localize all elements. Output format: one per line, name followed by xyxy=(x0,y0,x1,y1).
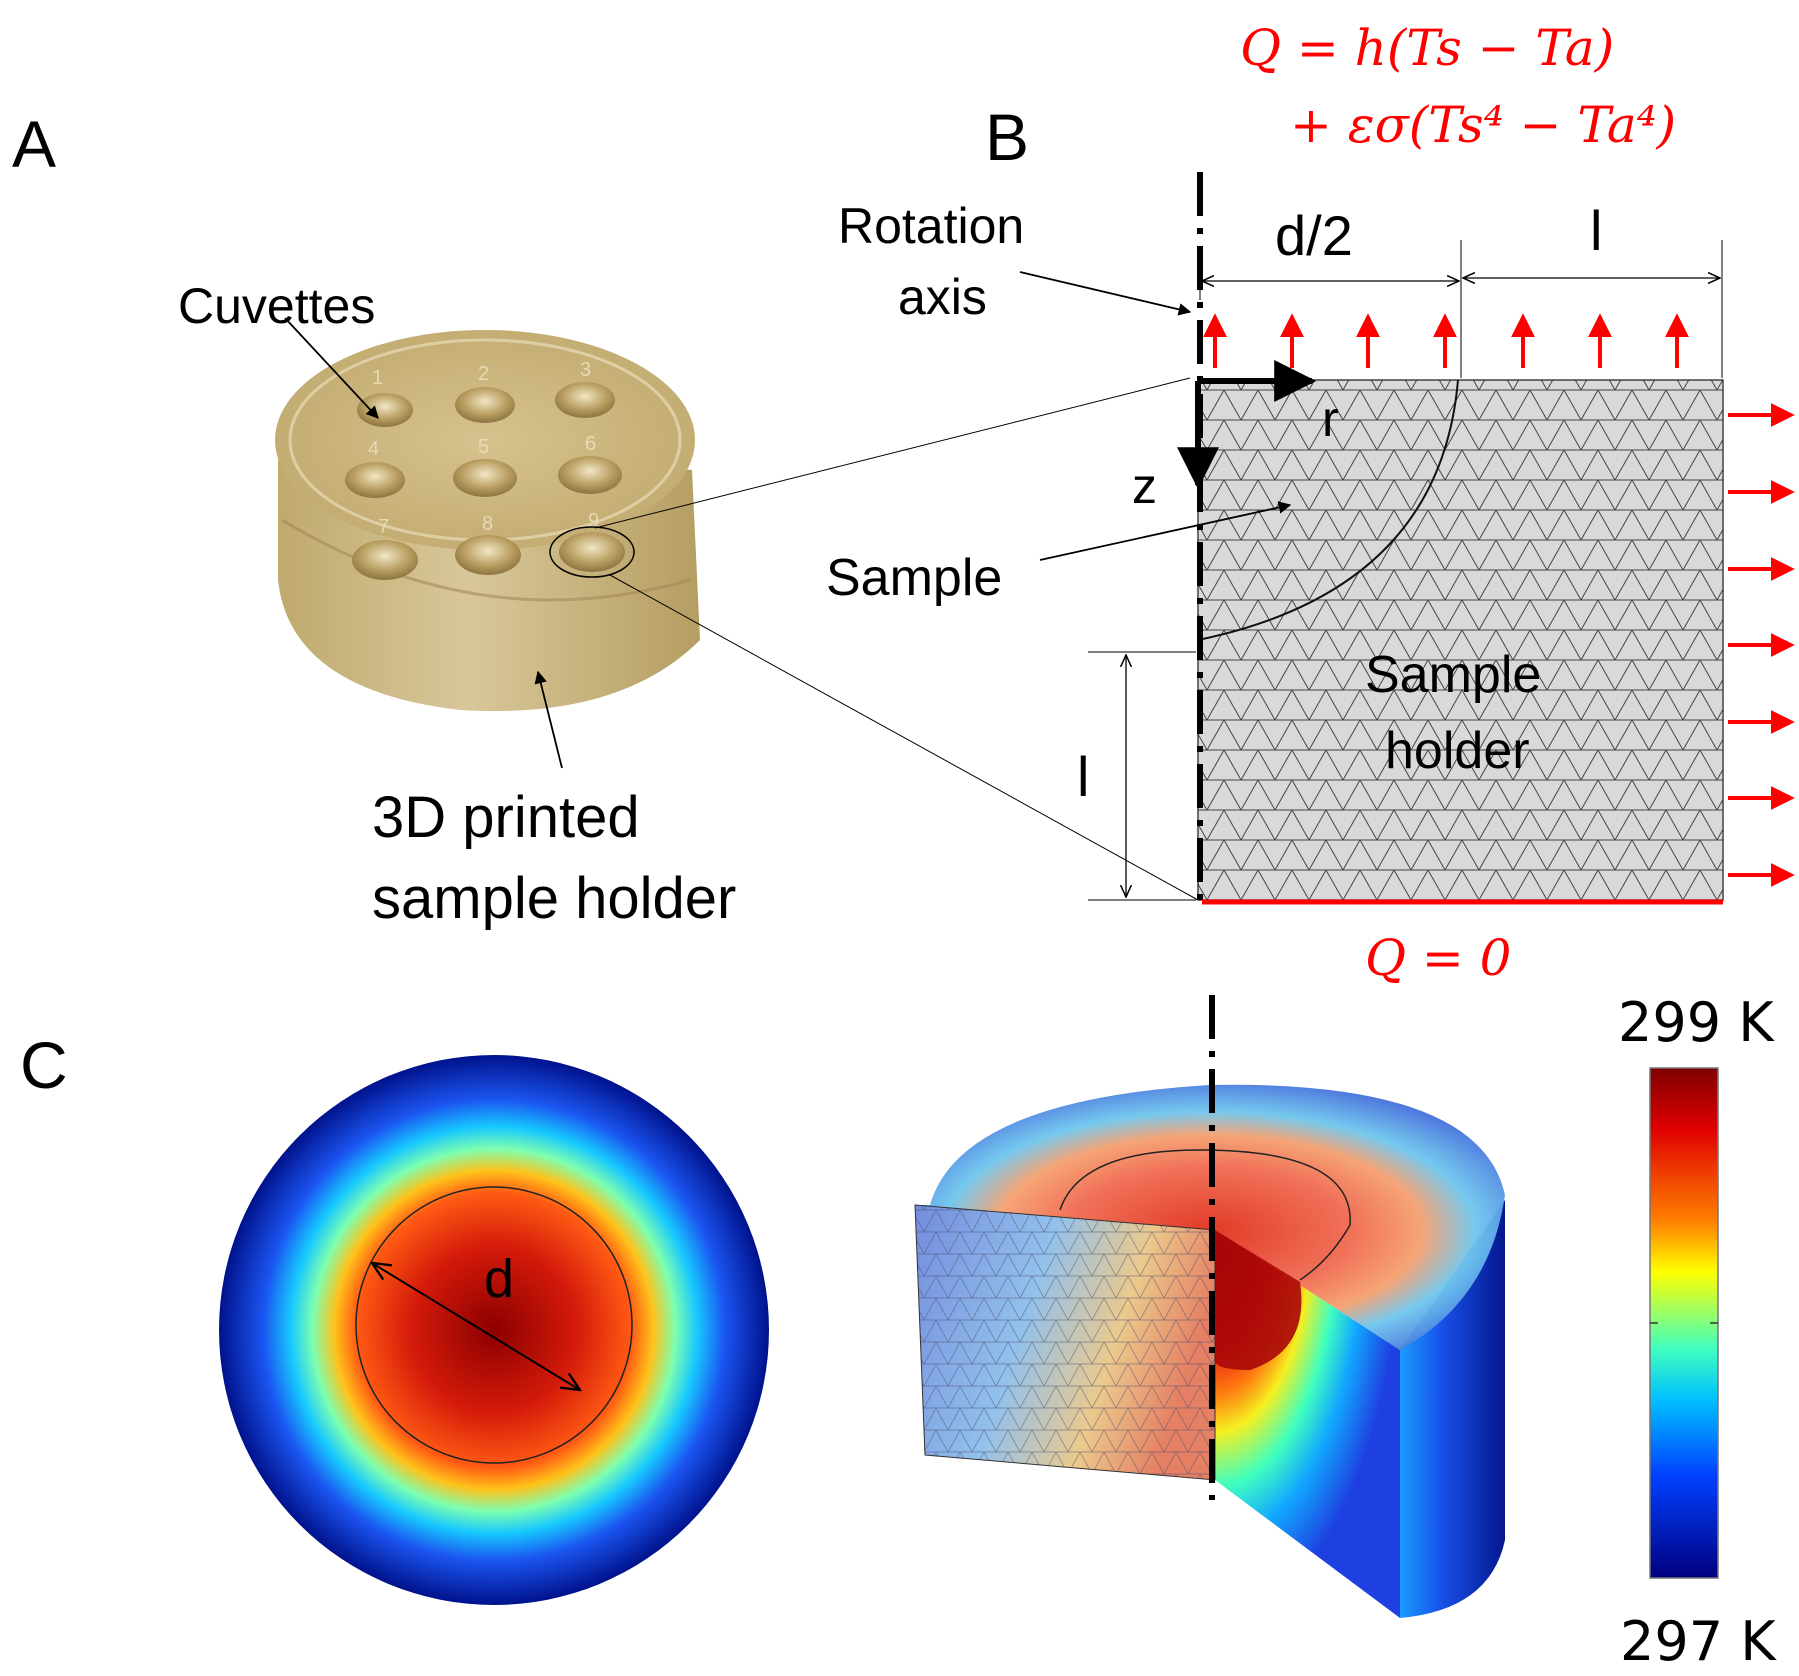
colorbar-min-label: 297 K xyxy=(1620,1610,1777,1673)
svg-text:7: 7 xyxy=(378,516,389,538)
cuvette-numbers: 1 2 3 4 5 6 7 8 9 xyxy=(368,359,599,538)
holder-label-line1: 3D printed xyxy=(372,785,640,850)
mesh-domain xyxy=(1197,379,1724,901)
svg-text:9: 9 xyxy=(588,510,599,532)
bc-bottom-equation: Q = 0 xyxy=(1365,929,1511,987)
z-axis-label: z xyxy=(1132,458,1157,514)
temperature-top-view xyxy=(219,1055,769,1605)
sample-boundary xyxy=(1197,379,1459,641)
sample-holder-photo: 1 2 3 4 5 6 7 8 9 xyxy=(275,330,700,712)
rotation-axis-label-line1: Rotation xyxy=(838,198,1024,254)
bc-top-equation-line2: + εσ(Ts⁴ − Ta⁴) xyxy=(1290,96,1676,154)
rotation-axis-pointer xyxy=(1019,271,1192,316)
panel-label-a: A xyxy=(12,107,56,181)
holder-mesh-label-line1: Sample xyxy=(1365,646,1541,704)
sample-label: Sample xyxy=(826,549,1002,607)
zoom-line-top xyxy=(594,377,1191,529)
zoom-line-bottom xyxy=(609,574,1199,901)
diameter-arrow xyxy=(372,1263,580,1390)
diameter-label: d xyxy=(484,1249,514,1309)
holder-label-line2: sample holder xyxy=(372,866,736,931)
svg-text:3: 3 xyxy=(580,359,591,381)
svg-text:5: 5 xyxy=(478,436,489,458)
cuvettes-arrow xyxy=(284,317,379,419)
sample-contour-3d xyxy=(1059,1149,1351,1281)
svg-text:2: 2 xyxy=(478,363,489,385)
holder-arrow xyxy=(534,670,563,769)
temperature-3d-cutaway xyxy=(914,1084,1505,1618)
cuvettes-label: Cuvettes xyxy=(178,278,375,334)
svg-text:4: 4 xyxy=(368,438,379,460)
cuvette-wells xyxy=(345,382,625,580)
r-axis-label: r xyxy=(1322,391,1339,447)
bc-top-equation-line1: Q = h(Ts − Ta) xyxy=(1240,19,1614,77)
svg-text:6: 6 xyxy=(585,433,596,455)
heat-flux-arrows-right xyxy=(1728,403,1795,887)
holder-mesh-label-line2: holder xyxy=(1385,722,1530,780)
dim-l-top-label: l xyxy=(1590,199,1602,262)
heat-flux-arrows-top xyxy=(1203,313,1689,368)
highlighted-cuvette-ring xyxy=(549,526,635,578)
colorbar-max-label: 299 K xyxy=(1618,991,1775,1054)
dim-half-diameter-label: d/2 xyxy=(1275,204,1353,267)
panel-label-c: C xyxy=(20,1028,68,1102)
rotation-axis-label-line2: axis xyxy=(898,269,987,325)
colorbar xyxy=(1649,1067,1719,1579)
sample-pointer xyxy=(1039,501,1292,561)
hot-core xyxy=(1215,1230,1302,1370)
sample-contour xyxy=(355,1186,633,1464)
dim-l-left-label: l xyxy=(1077,745,1089,808)
svg-text:8: 8 xyxy=(482,513,493,535)
svg-text:1: 1 xyxy=(372,367,383,389)
panel-label-b: B xyxy=(985,100,1029,174)
